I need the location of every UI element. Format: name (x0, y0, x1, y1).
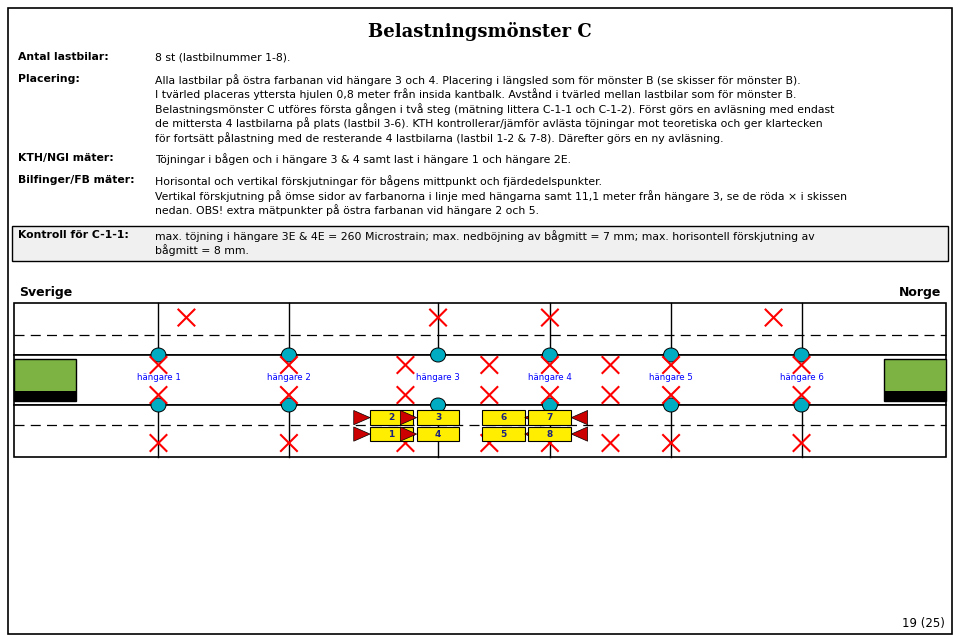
Ellipse shape (281, 348, 297, 362)
Text: 6: 6 (500, 413, 507, 422)
Text: 1: 1 (389, 429, 395, 438)
Text: hängare 1: hängare 1 (136, 372, 180, 381)
Text: de mittersta 4 lastbilarna på plats (lastbil 3-6). KTH kontrollerar/jämför avläs: de mittersta 4 lastbilarna på plats (las… (155, 117, 823, 129)
Bar (14, 391, 76, 401)
Text: Bilfinger/FB mäter:: Bilfinger/FB mäter: (18, 175, 134, 186)
Polygon shape (353, 410, 370, 425)
Ellipse shape (663, 398, 679, 412)
Ellipse shape (542, 348, 558, 362)
Ellipse shape (542, 398, 558, 412)
Bar (884, 391, 946, 401)
Polygon shape (571, 410, 588, 425)
Text: 8 st (lastbilnummer 1-8).: 8 st (lastbilnummer 1-8). (155, 52, 290, 62)
Text: 2: 2 (389, 413, 395, 422)
Polygon shape (400, 410, 417, 425)
Polygon shape (525, 410, 541, 425)
Text: Töjningar i bågen och i hängare 3 & 4 samt last i hängare 1 och hängare 2E.: Töjningar i bågen och i hängare 3 & 4 sa… (155, 153, 571, 166)
Text: Sverige: Sverige (19, 286, 72, 299)
Polygon shape (400, 427, 417, 441)
Text: hängare 5: hängare 5 (649, 372, 693, 381)
Text: hängare 4: hängare 4 (528, 372, 572, 381)
Text: 4: 4 (435, 429, 442, 438)
Text: Alla lastbilar på östra farbanan vid hängare 3 och 4. Placering i längsled som f: Alla lastbilar på östra farbanan vid hän… (155, 74, 801, 85)
Text: bågmitt = 8 mm.: bågmitt = 8 mm. (155, 245, 249, 256)
Bar (417, 410, 460, 425)
Text: 5: 5 (500, 429, 507, 438)
Bar (528, 410, 571, 425)
Ellipse shape (430, 398, 445, 412)
Text: Placering:: Placering: (18, 74, 80, 83)
Text: för fortsätt pålastning med de resterande 4 lastbilarna (lastbil 1-2 & 7-8). Där: för fortsätt pålastning med de resterand… (155, 132, 724, 144)
Text: nedan. OBS! extra mätpunkter på östra farbanan vid hängare 2 och 5.: nedan. OBS! extra mätpunkter på östra fa… (155, 204, 539, 216)
Bar (370, 410, 413, 425)
Polygon shape (353, 427, 370, 441)
Bar (417, 427, 460, 441)
Ellipse shape (281, 398, 297, 412)
Text: Norge: Norge (899, 286, 941, 299)
Bar (12, 226, 948, 261)
Text: 19 (25): 19 (25) (902, 617, 945, 630)
Text: Belastningsmönster C utföres första gången i två steg (mätning littera C-1-1 och: Belastningsmönster C utföres första gång… (155, 103, 834, 115)
Ellipse shape (430, 348, 445, 362)
Text: KTH/NGI mäter:: KTH/NGI mäter: (18, 153, 113, 164)
Bar (528, 427, 571, 441)
Bar (14, 303, 946, 355)
Bar (884, 359, 946, 401)
Bar (14, 405, 946, 457)
Text: hängare 3: hängare 3 (416, 372, 460, 381)
Ellipse shape (151, 398, 166, 412)
Text: 7: 7 (546, 413, 553, 422)
Text: I tvärled placeras yttersta hjulen 0,8 meter från insida kantbalk. Avstånd i tvä: I tvärled placeras yttersta hjulen 0,8 m… (155, 88, 797, 100)
Text: Horisontal och vertikal förskjutningar för bågens mittpunkt och fjärdedelspunkte: Horisontal och vertikal förskjutningar f… (155, 175, 602, 187)
Text: hängare 2: hängare 2 (267, 372, 311, 381)
Text: Vertikal förskjutning på ömse sidor av farbanorna i linje med hängarna samt 11,1: Vertikal förskjutning på ömse sidor av f… (155, 190, 847, 202)
Text: max. töjning i hängare 3E & 4E = 260 Microstrain; max. nedböjning av bågmitt = 7: max. töjning i hängare 3E & 4E = 260 Mic… (155, 230, 815, 242)
Text: Antal lastbilar:: Antal lastbilar: (18, 52, 108, 62)
Text: 8: 8 (547, 429, 553, 438)
Bar (370, 427, 413, 441)
Bar (14, 359, 76, 401)
Ellipse shape (663, 348, 679, 362)
Text: 3: 3 (435, 413, 442, 422)
Polygon shape (571, 427, 588, 441)
Polygon shape (525, 427, 541, 441)
Ellipse shape (794, 348, 809, 362)
Bar (482, 410, 525, 425)
Text: hängare 6: hängare 6 (780, 372, 824, 381)
Bar (14, 355, 946, 405)
Bar (482, 427, 525, 441)
Text: Kontroll för C-1-1:: Kontroll för C-1-1: (18, 230, 129, 240)
Ellipse shape (151, 348, 166, 362)
Text: Belastningsmönster C: Belastningsmönster C (368, 22, 592, 41)
Ellipse shape (794, 398, 809, 412)
